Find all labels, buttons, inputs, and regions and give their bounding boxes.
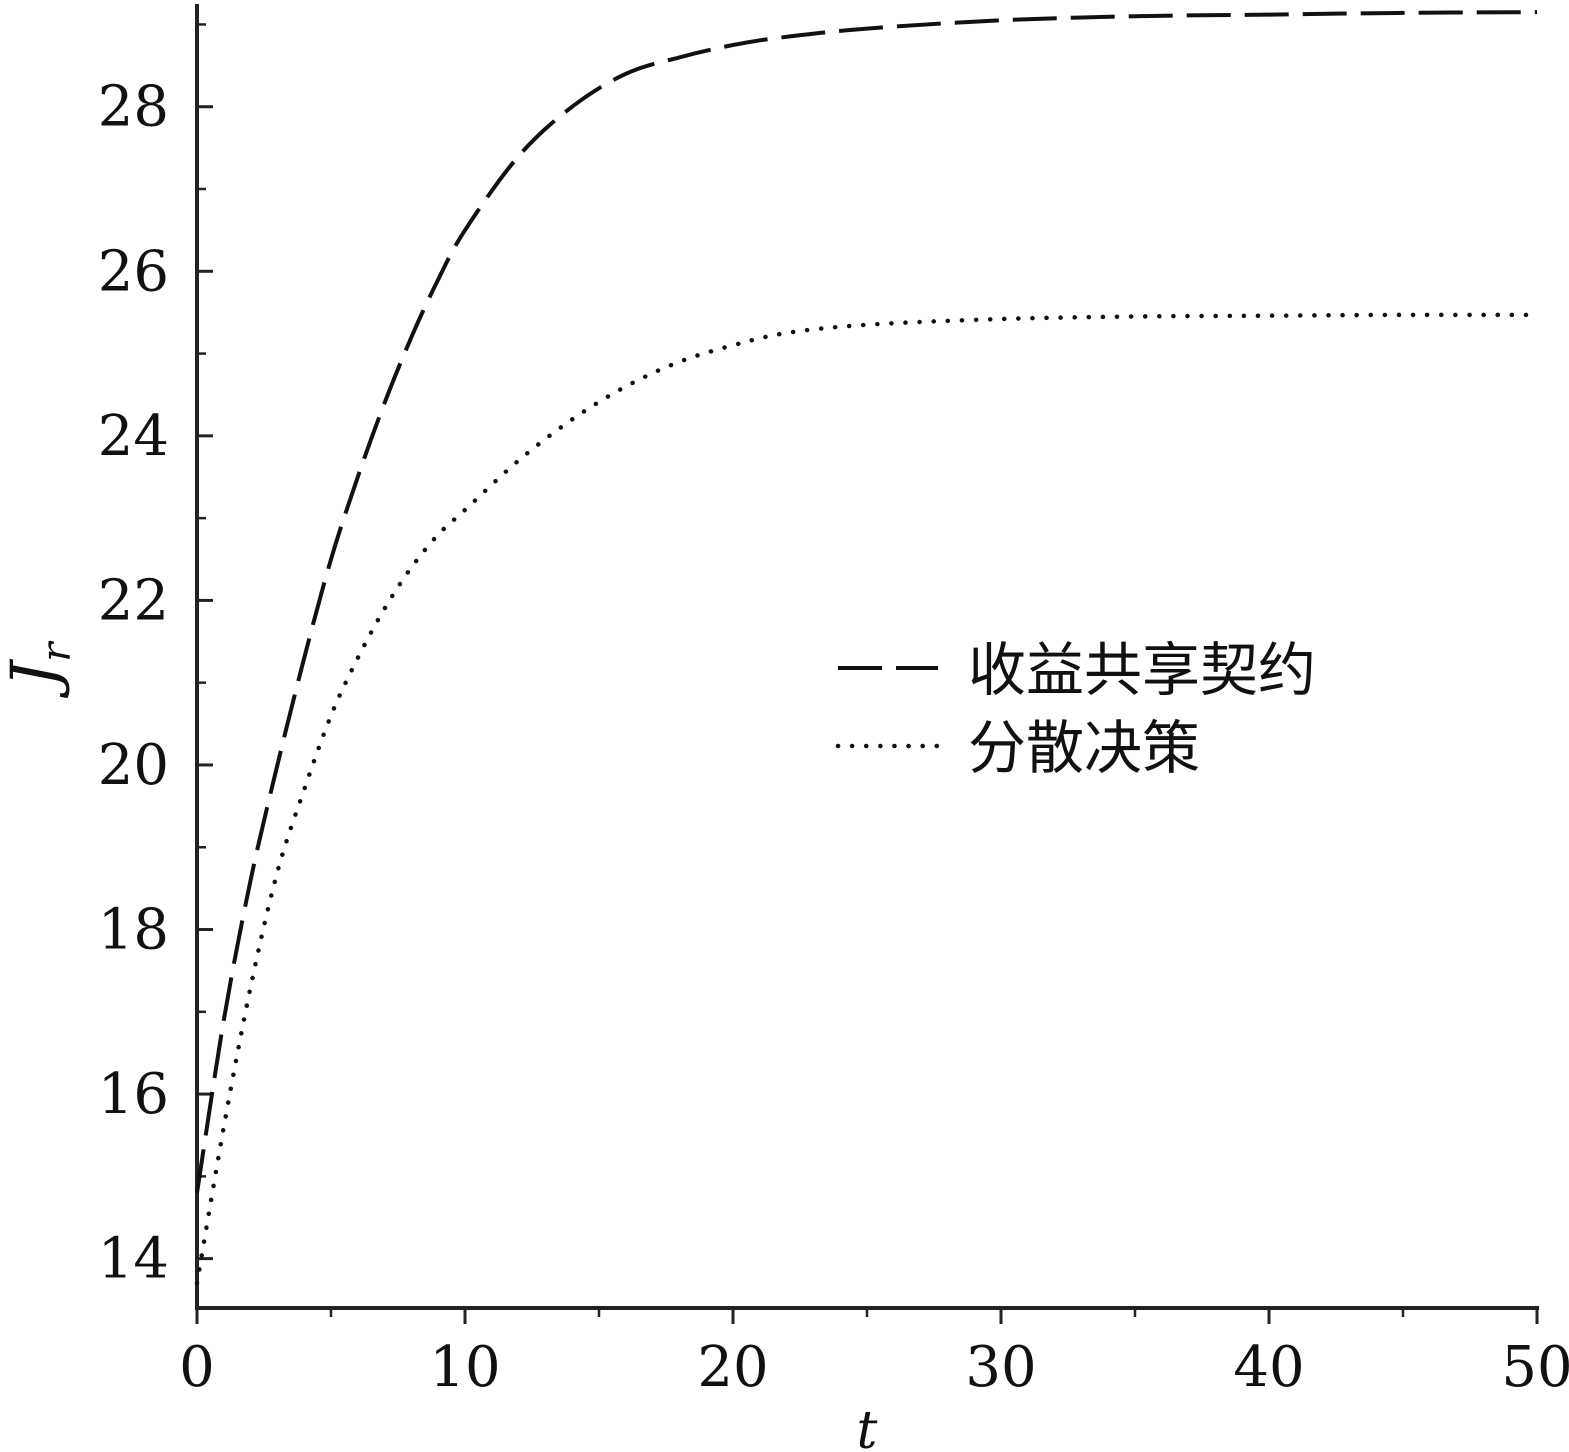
axes: 14 16 18 20 22 24 26 28 0 10 20 30 40 50 t Jr (0, 4, 1569, 1452)
x-tick-label: 30 (965, 1335, 1036, 1400)
series-line-decentralized (194, 312, 1540, 1286)
legend-label: 分散决策 (968, 714, 1200, 782)
x-tick-label: 40 (1233, 1335, 1304, 1400)
y-axis-title-main: J (0, 658, 72, 698)
y-tick-label: 20 (98, 733, 169, 798)
y-tick-label: 16 (98, 1062, 169, 1127)
x-axis-title: t (857, 1401, 878, 1452)
y-axis-title: Jr (0, 640, 80, 699)
y-tick-label: 18 (98, 898, 169, 963)
x-tick-label: 50 (1501, 1335, 1569, 1400)
x-tick-label: 0 (179, 1335, 215, 1400)
y-tick-label: 24 (98, 404, 169, 469)
y-tick-label: 28 (98, 75, 169, 140)
series-layer (194, 10, 1540, 1286)
y-tick-label: 22 (98, 568, 169, 633)
x-tick-label: 10 (429, 1335, 500, 1400)
y-tick-label: 26 (98, 239, 169, 304)
x-tick-label: 20 (697, 1335, 768, 1400)
series-line-revenue-sharing (195, 10, 1538, 1194)
legend-label: 收益共享契约 (968, 636, 1316, 704)
y-tick-label: 14 (98, 1227, 169, 1292)
y-axis-title-subscript: r (34, 640, 80, 662)
